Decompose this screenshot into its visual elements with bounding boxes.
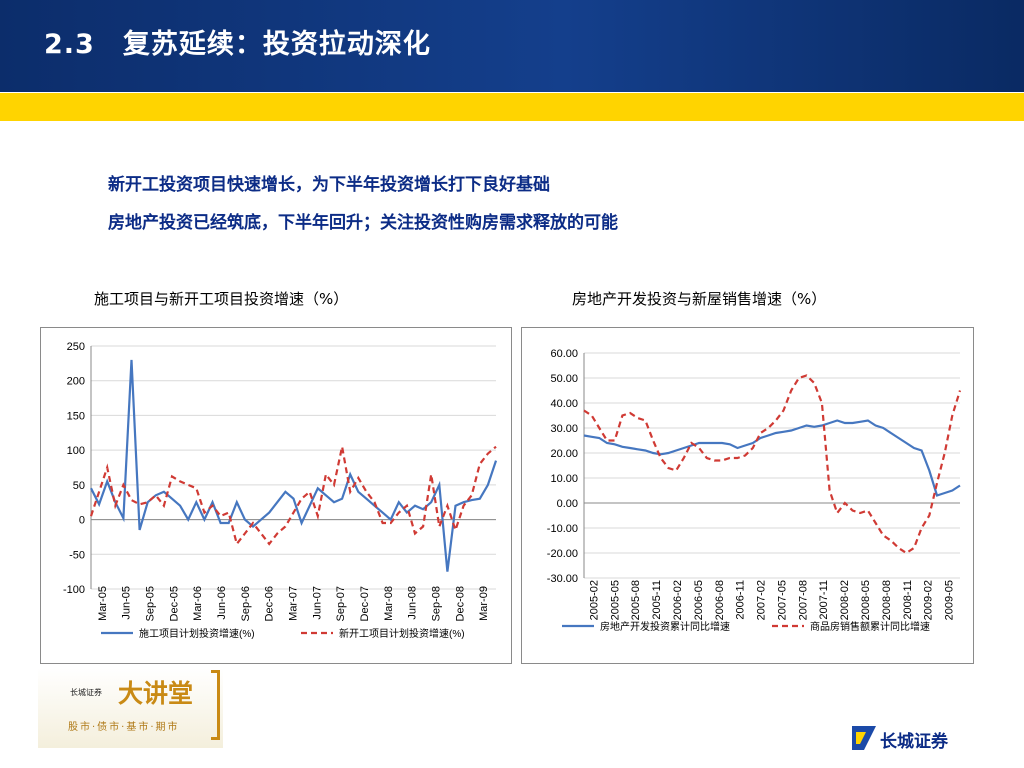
y-tick-label: 50.00 — [550, 373, 578, 385]
lecture-logo-inner: 长城证券 大讲堂 — [70, 674, 210, 714]
x-tick-label: Mar-07 — [288, 586, 300, 621]
logo-bracket — [211, 670, 220, 740]
x-tick-label: Sep-05 — [145, 586, 157, 621]
x-tick-label: Mar-09 — [478, 586, 490, 621]
title-banner: 2.3 复苏延续：投资拉动深化 — [0, 0, 1024, 92]
x-tick-label: 2007-05 — [776, 580, 788, 620]
y-tick-label: 250 — [67, 341, 85, 353]
x-tick-label: 2008-05 — [860, 580, 872, 620]
x-tick-label: Dec-06 — [264, 586, 276, 621]
right-chart-frame: 60.00 50.00 40.00 30.00 20.00 10.00 0.00 -10.00… — [521, 327, 974, 664]
brand-mark-icon — [852, 726, 876, 750]
legend-label-1: 施工项目计划投资增速(%) — [139, 627, 255, 640]
lecture-logo: 长城证券 大讲堂 股市·债市·基市·期市 — [38, 668, 223, 748]
y-tick-label: 30.00 — [550, 423, 578, 435]
y-tick-label: -20.00 — [547, 548, 578, 560]
x-tick-label: Jun-07 — [311, 586, 323, 620]
x-tick-label: 2008-08 — [881, 580, 893, 620]
x-tick-label: 2009-05 — [944, 580, 956, 620]
x-tick-label: 2008-02 — [839, 580, 851, 620]
right-chart: 60.00 50.00 40.00 30.00 20.00 10.00 0.00 -10.00… — [547, 348, 962, 633]
yellow-accent-band — [0, 93, 1024, 121]
x-tick-label: 2007-11 — [818, 580, 830, 620]
x-tick-label: 2008-11 — [902, 580, 914, 620]
y-tick-label: 20.00 — [550, 448, 578, 460]
series-line-1 — [90, 359, 498, 572]
y-tick-label: -50 — [69, 549, 85, 561]
left-chart-frame: 250 200 150 100 50 0 -50 -100 Mar-05 Jun-05 Sep-05… — [40, 327, 512, 664]
y-tick-label: 60.00 — [550, 348, 578, 360]
x-tick-label: Jun-05 — [121, 586, 133, 620]
y-tick-label: 50 — [73, 480, 85, 492]
logo-main-text: 大讲堂 — [118, 679, 194, 708]
x-tick-label: Dec-08 — [454, 586, 466, 621]
x-tick-label: 2007-02 — [756, 580, 768, 620]
series-line-2 — [89, 445, 497, 547]
x-tick-label: 2006-02 — [672, 580, 684, 620]
x-tick-label: 2006-11 — [735, 580, 747, 620]
x-tick-label: Mar-08 — [383, 586, 395, 621]
x-tick-label: 2007-08 — [797, 580, 809, 620]
legend-label-2: 商品房销售额累计同比增速 — [810, 620, 930, 633]
x-tick-label: 2006-08 — [714, 580, 726, 620]
x-tick-label: Dec-05 — [168, 586, 180, 621]
bullet-line-2: 房地产投资已经筑底，下半年回升；关注投资性购房需求释放的可能 — [108, 213, 618, 233]
y-tick-label: 150 — [67, 410, 85, 422]
left-chart-title: 施工项目与新开工项目投资增速（%） — [94, 290, 349, 308]
y-tick-label: -10.00 — [547, 523, 578, 535]
x-tick-label: Sep-06 — [240, 586, 252, 621]
right-chart-title: 房地产开发投资与新屋销售增速（%） — [572, 290, 827, 308]
y-tick-label: 0.00 — [557, 498, 578, 510]
y-tick-label: 100 — [67, 445, 85, 457]
x-tick-label: Jun-08 — [407, 586, 419, 620]
y-tick-label: 40.00 — [550, 398, 578, 410]
x-tick-label: 2005-05 — [609, 580, 621, 620]
y-tick-label: 0 — [79, 515, 85, 527]
x-tick-label: Sep-07 — [335, 586, 347, 621]
left-chart: 250 200 150 100 50 0 -50 -100 Mar-05 Jun-05 Sep-05… — [63, 341, 498, 640]
y-tick-label: -30.00 — [547, 573, 578, 585]
series-line-2 — [583, 374, 962, 555]
x-tick-label: 2005-11 — [651, 580, 663, 620]
logo-tagline: 股市·债市·基市·期市 — [68, 722, 180, 733]
bullet-line-1: 新开工投资项目快速增长，为下半年投资增长打下良好基础 — [108, 175, 550, 195]
x-tick-label: Mar-06 — [192, 586, 204, 621]
series-line-1 — [583, 419, 961, 497]
y-tick-label: -100 — [63, 584, 85, 596]
y-tick-label: 10.00 — [550, 473, 578, 485]
page-title: 2.3 复苏延续：投资拉动深化 — [44, 29, 431, 60]
x-tick-label: 2005-02 — [588, 580, 600, 620]
x-tick-label: 2006-05 — [693, 580, 705, 620]
logo-small-text: 长城证券 — [70, 688, 102, 697]
x-tick-label: Dec-07 — [359, 586, 371, 621]
x-tick-label: Jun-06 — [216, 586, 228, 620]
brand-name: 长城证券 — [880, 732, 948, 752]
x-tick-label: 2009-02 — [923, 580, 935, 620]
x-tick-label: Mar-05 — [97, 586, 109, 621]
legend-label-1: 房地产开发投资累计同比增速 — [600, 620, 730, 633]
y-tick-label: 200 — [67, 376, 85, 388]
x-tick-label: 2005-08 — [630, 580, 642, 620]
x-tick-label: Sep-08 — [430, 586, 442, 621]
legend-label-2: 新开工项目计划投资增速(%) — [339, 627, 465, 640]
